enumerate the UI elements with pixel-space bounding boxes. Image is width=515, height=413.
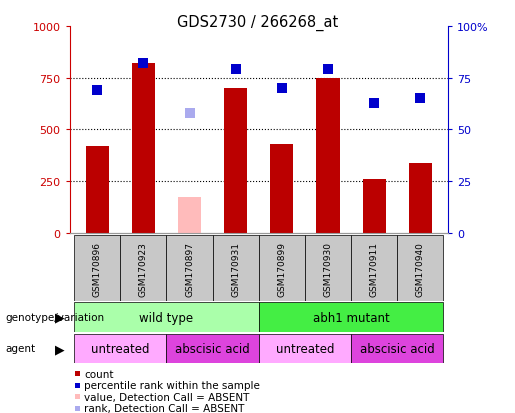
Text: GSM170940: GSM170940: [416, 241, 425, 296]
Bar: [178, 197, 201, 233]
Text: rank, Detection Call = ABSENT: rank, Detection Call = ABSENT: [84, 404, 245, 413]
Bar: [259, 334, 351, 363]
Text: abscisic acid: abscisic acid: [175, 342, 250, 355]
Text: GSM170899: GSM170899: [278, 241, 286, 296]
Bar: [351, 235, 397, 301]
Bar: [409, 163, 432, 233]
Bar: [317, 78, 339, 233]
Bar: [74, 334, 166, 363]
Text: value, Detection Call = ABSENT: value, Detection Call = ABSENT: [84, 392, 249, 402]
Bar: [270, 145, 294, 233]
Bar: [259, 303, 443, 332]
Bar: [74, 235, 121, 301]
Text: ▶: ▶: [56, 311, 65, 324]
Text: GSM170923: GSM170923: [139, 241, 148, 296]
Bar: [166, 334, 259, 363]
Text: abh1 mutant: abh1 mutant: [313, 311, 389, 324]
Bar: [363, 180, 386, 233]
Text: agent: agent: [5, 344, 35, 354]
Text: untreated: untreated: [276, 342, 334, 355]
Bar: [224, 89, 247, 233]
Text: GSM170896: GSM170896: [93, 241, 102, 296]
Bar: [166, 235, 213, 301]
Text: GSM170911: GSM170911: [370, 241, 379, 296]
Text: percentile rank within the sample: percentile rank within the sample: [84, 380, 260, 390]
Bar: [85, 147, 109, 233]
Text: GSM170930: GSM170930: [323, 241, 333, 296]
Bar: [305, 235, 351, 301]
Bar: [132, 64, 155, 233]
Text: genotype/variation: genotype/variation: [5, 313, 104, 323]
Text: GSM170897: GSM170897: [185, 241, 194, 296]
Text: GDS2730 / 266268_at: GDS2730 / 266268_at: [177, 14, 338, 31]
Bar: [259, 235, 305, 301]
Text: wild type: wild type: [140, 311, 194, 324]
Bar: [74, 303, 259, 332]
Bar: [213, 235, 259, 301]
Text: ▶: ▶: [56, 342, 65, 355]
Text: abscisic acid: abscisic acid: [360, 342, 435, 355]
Bar: [121, 235, 166, 301]
Bar: [397, 235, 443, 301]
Text: count: count: [84, 369, 113, 379]
Bar: [351, 334, 443, 363]
Text: GSM170931: GSM170931: [231, 241, 240, 296]
Text: untreated: untreated: [91, 342, 149, 355]
